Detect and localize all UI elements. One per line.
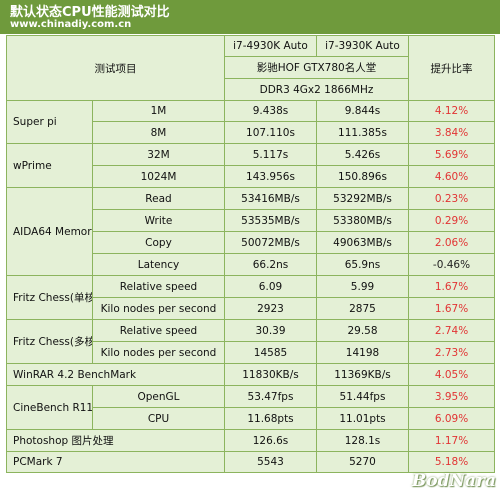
cpu-b-value: 111.385s bbox=[316, 121, 409, 144]
cpu-a-value: 53416MB/s bbox=[224, 187, 317, 210]
cpu-b-header: i7-3930K Auto bbox=[316, 35, 409, 57]
page-title: 默认状态CPU性能测试对比 bbox=[10, 5, 170, 20]
cpu-b-value: 14198 bbox=[316, 341, 409, 364]
improvement-value: 6.09% bbox=[408, 407, 495, 430]
cpu-a-header: i7-4930K Auto bbox=[224, 35, 317, 57]
memory-header: DDR3 4Gx2 1866MHz bbox=[224, 78, 409, 101]
row-group-label: Fritz Chess(多核) bbox=[6, 319, 93, 364]
improvement-value: 2.06% bbox=[408, 231, 495, 254]
cpu-a-value: 11830KB/s bbox=[224, 363, 317, 386]
cpu-a-value: 53.47fps bbox=[224, 385, 317, 408]
improvement-value: 0.23% bbox=[408, 187, 495, 210]
gpu-header: 影驰HOF GTX780名人堂 bbox=[224, 56, 409, 79]
cpu-b-value: 9.844s bbox=[316, 100, 409, 122]
row-sub-label: Copy bbox=[92, 231, 225, 254]
row-group-label: WinRAR 4.2 BenchMark bbox=[6, 363, 225, 386]
benchmark-table-container: 测试项目 i7-4930K Auto i7-3930K Auto 提升比率 影驰… bbox=[6, 35, 495, 485]
cpu-a-value: 2923 bbox=[224, 297, 317, 320]
cpu-b-value: 51.44fps bbox=[316, 385, 409, 408]
cpu-a-value: 5.117s bbox=[224, 143, 317, 166]
improvement-value: 1.67% bbox=[408, 297, 495, 320]
row-group-label: Photoshop 图片处理 bbox=[6, 429, 225, 452]
improvement-value: 3.84% bbox=[408, 121, 495, 144]
row-group-label: AIDA64 Memory bbox=[6, 187, 93, 276]
cpu-a-value: 126.6s bbox=[224, 429, 317, 452]
cpu-b-value: 5270 bbox=[316, 451, 409, 473]
cpu-b-value: 11.01pts bbox=[316, 407, 409, 430]
cpu-a-value: 30.39 bbox=[224, 319, 317, 342]
cpu-b-value: 5.99 bbox=[316, 275, 409, 298]
cpu-b-value: 2875 bbox=[316, 297, 409, 320]
cpu-a-value: 53535MB/s bbox=[224, 209, 317, 232]
row-sub-label: Latency bbox=[92, 253, 225, 276]
improvement-value: 1.67% bbox=[408, 275, 495, 298]
row-sub-label: 32M bbox=[92, 143, 225, 166]
cpu-a-value: 11.68pts bbox=[224, 407, 317, 430]
improvement-value: 2.73% bbox=[408, 341, 495, 364]
row-sub-label: Relative speed bbox=[92, 275, 225, 298]
row-group-label: Super pi bbox=[6, 100, 93, 144]
improvement-value: 2.74% bbox=[408, 319, 495, 342]
row-group-label: wPrime bbox=[6, 143, 93, 188]
row-group-label: Fritz Chess(单核) bbox=[6, 275, 93, 320]
cpu-b-value: 53292MB/s bbox=[316, 187, 409, 210]
cpu-b-value: 11369KB/s bbox=[316, 363, 409, 386]
cpu-a-value: 66.2ns bbox=[224, 253, 317, 276]
row-sub-label: 1M bbox=[92, 100, 225, 122]
improvement-value: -0.46% bbox=[408, 253, 495, 276]
row-sub-label: Read bbox=[92, 187, 225, 210]
header-bar: 默认状态CPU性能测试对比 www.chinadiy.com.cn bbox=[0, 0, 500, 34]
cpu-a-value: 6.09 bbox=[224, 275, 317, 298]
row-sub-label: 1024M bbox=[92, 165, 225, 188]
cpu-a-value: 107.110s bbox=[224, 121, 317, 144]
cpu-a-value: 50072MB/s bbox=[224, 231, 317, 254]
cpu-b-value: 65.9ns bbox=[316, 253, 409, 276]
cpu-b-value: 128.1s bbox=[316, 429, 409, 452]
site-url: www.chinadiy.com.cn bbox=[10, 19, 132, 30]
cpu-a-value: 14585 bbox=[224, 341, 317, 364]
cpu-a-value: 5543 bbox=[224, 451, 317, 473]
cpu-b-value: 29.58 bbox=[316, 319, 409, 342]
cpu-a-value: 143.956s bbox=[224, 165, 317, 188]
row-group-label: PCMark 7 bbox=[6, 451, 225, 473]
cpu-b-value: 150.896s bbox=[316, 165, 409, 188]
improvement-value: 1.17% bbox=[408, 429, 495, 452]
row-sub-label: Write bbox=[92, 209, 225, 232]
benchmark-table: 测试项目 i7-4930K Auto i7-3930K Auto 提升比率 影驰… bbox=[6, 35, 495, 473]
cpu-b-value: 53380MB/s bbox=[316, 209, 409, 232]
test-item-header: 测试项目 bbox=[6, 35, 225, 101]
row-sub-label: Kilo nodes per second bbox=[92, 297, 225, 320]
bodnara-watermark-logo: BodNara bbox=[411, 471, 496, 491]
row-sub-label: Kilo nodes per second bbox=[92, 341, 225, 364]
improvement-value: 3.95% bbox=[408, 385, 495, 408]
improvement-value: 5.18% bbox=[408, 451, 495, 473]
improvement-value: 5.69% bbox=[408, 143, 495, 166]
improvement-value: 4.12% bbox=[408, 100, 495, 122]
improvement-value: 4.05% bbox=[408, 363, 495, 386]
row-sub-label: OpenGL bbox=[92, 385, 225, 408]
row-group-label: CineBench R11.5 bbox=[6, 385, 93, 430]
improvement-value: 4.60% bbox=[408, 165, 495, 188]
row-sub-label: Relative speed bbox=[92, 319, 225, 342]
row-sub-label: 8M bbox=[92, 121, 225, 144]
cpu-b-value: 49063MB/s bbox=[316, 231, 409, 254]
row-sub-label: CPU bbox=[92, 407, 225, 430]
improvement-header: 提升比率 bbox=[408, 35, 495, 101]
improvement-value: 0.29% bbox=[408, 209, 495, 232]
cpu-a-value: 9.438s bbox=[224, 100, 317, 122]
cpu-b-value: 5.426s bbox=[316, 143, 409, 166]
